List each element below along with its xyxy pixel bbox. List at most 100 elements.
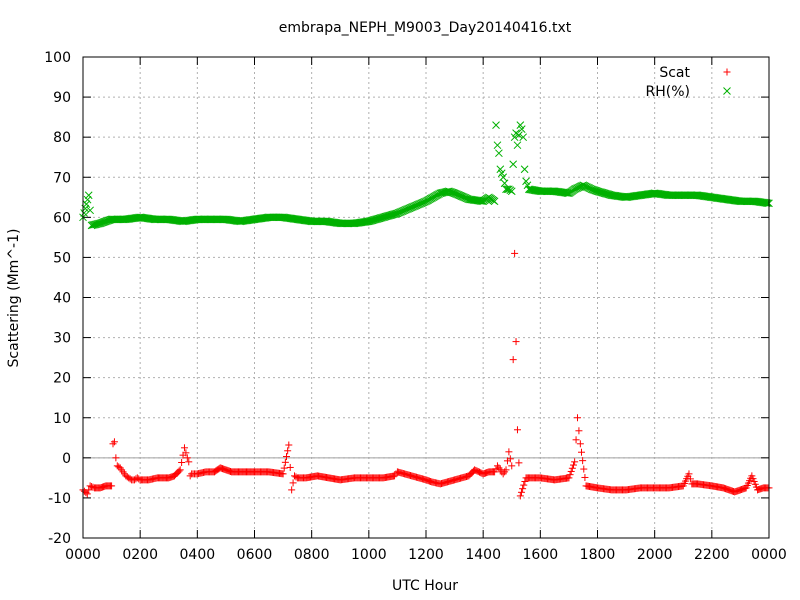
legend-marker-scat [723,68,731,76]
rh-point [499,173,508,182]
scat-point [286,463,294,471]
scat-point [577,448,585,456]
x-tick-label: 1600 [523,547,559,563]
y-tick-label: 90 [53,90,71,106]
rh-point [497,169,506,178]
y-tick-label: 20 [53,371,71,387]
y-tick-label: 0 [62,451,71,467]
rh-point [520,165,529,174]
rh-point [86,206,94,215]
scat-point [520,481,528,489]
scat-point [178,459,186,467]
scat-point [110,438,118,446]
scat-point [516,492,524,500]
scat-point [83,490,91,498]
x-tick-label: 0400 [180,547,216,563]
scat-point [569,461,577,469]
rh-point [493,141,502,150]
scat-point [505,448,513,456]
scat-point [86,482,94,490]
scat-point [280,464,288,472]
y-tick-label: -10 [48,491,71,507]
plot-points [79,121,773,500]
rh-point [763,199,772,207]
scat-point [580,465,588,473]
legend-label-scat: Scat [659,65,690,81]
scat-point [685,470,693,478]
rh-point [522,177,530,186]
scat-point [517,488,525,496]
scat-point [85,486,93,494]
scat-point [289,479,297,487]
scat-point [508,462,516,470]
y-tick-label: -20 [48,531,71,547]
x-tick-label: 1800 [580,547,616,563]
scat-point [288,486,296,494]
x-tick-label: 1000 [351,547,387,563]
scat-point [285,441,293,449]
scat-point [182,449,190,457]
rh-point [80,209,88,217]
rh-point [509,160,518,169]
y-tick-label: 80 [53,130,71,146]
x-tick-label: 0800 [294,547,330,563]
scat-point [513,426,521,434]
y-tick-label: 10 [53,411,71,427]
x-tick-label: 1400 [465,547,501,563]
rh-point [496,165,505,174]
scat-point [515,459,523,467]
scat-point [180,444,188,452]
rh-point [515,131,523,140]
y-axis-ticks: -20 -10 0 10 20 30 40 50 60 70 80 90 100 [44,50,769,547]
x-axis-label: UTC Hour [392,578,458,594]
rh-point [490,197,499,206]
scat-point [281,458,289,466]
scat-point [565,474,573,482]
scat-point [284,447,292,455]
rh-point [510,133,519,142]
y-tick-label: 40 [53,291,71,307]
scat-point [115,463,123,471]
scat-point [185,458,193,466]
scat-point [108,482,116,490]
scat-point [279,470,287,478]
scat-point [686,475,694,483]
rh-point [83,195,92,204]
rh-point [492,121,500,129]
y-tick-label: 30 [53,331,71,347]
scat-point [573,414,581,422]
scat-point [283,453,291,461]
scat-point [572,436,580,444]
x-tick-label: 1200 [408,547,444,563]
scat-point [576,440,584,448]
rh-point [84,191,93,200]
rh-point [495,149,503,158]
scat-point [509,356,517,364]
rh-point [513,141,522,150]
scat-point [567,467,575,475]
scat-point [183,454,191,462]
x-tick-label: 2200 [694,547,730,563]
scat-point [571,458,579,466]
y-tick-label: 100 [44,50,71,66]
grid-lines [83,57,769,538]
y-axis-label: Scattering (Mm^-1) [6,229,22,368]
x-tick-label: 0000 [751,547,787,563]
rh-point [507,187,516,196]
rh-point [500,179,509,188]
rh-point [82,200,91,208]
legend: Scat RH(%) [646,65,731,100]
scat-point [506,455,514,463]
rh-point [517,125,526,134]
scat-point [575,427,583,435]
scat-point [175,467,183,475]
x-tick-label: 0600 [237,547,273,563]
y-tick-label: 70 [53,170,71,186]
rh-point [503,185,512,194]
x-tick-label: 2000 [637,547,673,563]
legend-marker-rh [723,87,731,95]
scat-point [112,454,120,462]
scat-point [512,338,520,346]
y-tick-label: 50 [53,250,71,266]
scat-point [491,468,499,476]
